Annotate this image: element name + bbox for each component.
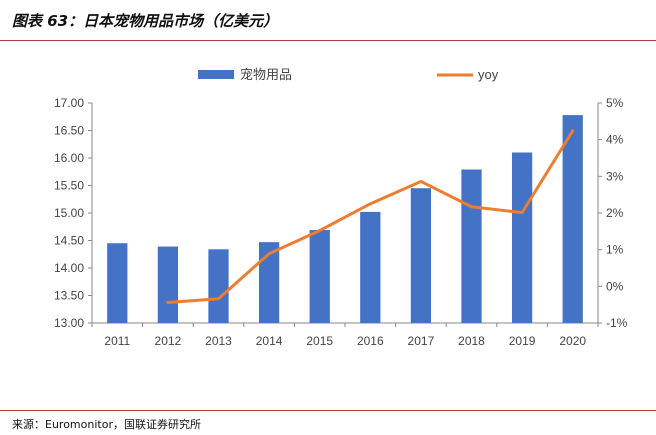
x-tick-label: 2011: [104, 334, 130, 348]
y2-tick-label: 4%: [606, 133, 624, 147]
x-tick-label: 2015: [306, 334, 333, 348]
yoy-point: [267, 252, 271, 256]
x-tick-label: 2016: [357, 334, 384, 348]
y-tick-label: 17.00: [54, 96, 84, 110]
y-tick-label: 13.50: [54, 289, 84, 303]
chart-title: 图表 63：日本宠物用品市场（亿美元）: [12, 12, 279, 30]
x-tick-label: 2014: [256, 334, 283, 348]
bar-2018: [461, 169, 482, 323]
y2-tick-label: 0%: [606, 279, 624, 293]
x-tick-label: 2012: [155, 334, 182, 348]
y2-tick-label: -1%: [606, 316, 628, 330]
yoy-point: [520, 211, 524, 215]
bar-2011: [107, 243, 128, 323]
y-tick-label: 16.00: [54, 151, 84, 165]
bar-2014: [258, 242, 280, 323]
x-tick-label: 2019: [509, 334, 536, 348]
yoy-point: [419, 179, 423, 183]
chart-area: 13.00 13.50 14.00 14.50 15.00 15.50 16.00 16.50…: [0, 40, 656, 410]
bar-2015: [309, 230, 330, 323]
legend-bar-label: 宠物用品: [240, 67, 292, 82]
x-tick-label: 2018: [458, 334, 485, 348]
bar-2016: [360, 211, 381, 323]
y-tick-label: 16.50: [54, 124, 84, 138]
y-tick-label: 15.00: [54, 206, 84, 220]
yoy-point: [368, 202, 372, 206]
bar-2012: [157, 246, 179, 323]
combo-chart: 13.00 13.50 14.00 14.50 15.00 15.50 16.00 16.50…: [54, 67, 628, 348]
x-tick-label: 2017: [408, 334, 435, 348]
yoy-point: [166, 300, 170, 304]
y-tick-label: 14.50: [54, 234, 84, 248]
x-tick-label: 2013: [205, 334, 232, 348]
header-bar: 图表 63：日本宠物用品市场（亿美元）: [0, 0, 656, 41]
y2-tick-label: 2%: [606, 206, 624, 220]
y-tick-label: 14.00: [54, 261, 84, 275]
legend-bar-swatch: [198, 70, 234, 79]
bar-2019: [511, 152, 533, 323]
legend-line-label: yoy: [478, 67, 499, 82]
y2-tick-label: 3%: [606, 169, 624, 183]
y2-tick-label: 5%: [606, 96, 624, 110]
yoy-point: [470, 205, 473, 209]
yoy-point: [217, 297, 220, 301]
bar-2013: [208, 249, 229, 323]
y2-tick-label: 1%: [606, 243, 624, 257]
y-tick-label: 15.50: [54, 179, 84, 193]
yoy-point: [318, 229, 322, 233]
y-tick-label: 13.00: [54, 316, 84, 330]
footer-bar: 来源：Euromonitor，国联证券研究所: [0, 410, 656, 435]
bar-2020: [562, 115, 583, 323]
yoy-point: [571, 129, 575, 133]
source-note: 来源：Euromonitor，国联证券研究所: [12, 418, 201, 431]
x-tick-label: 2020: [559, 334, 586, 348]
bar-2017: [410, 188, 432, 323]
